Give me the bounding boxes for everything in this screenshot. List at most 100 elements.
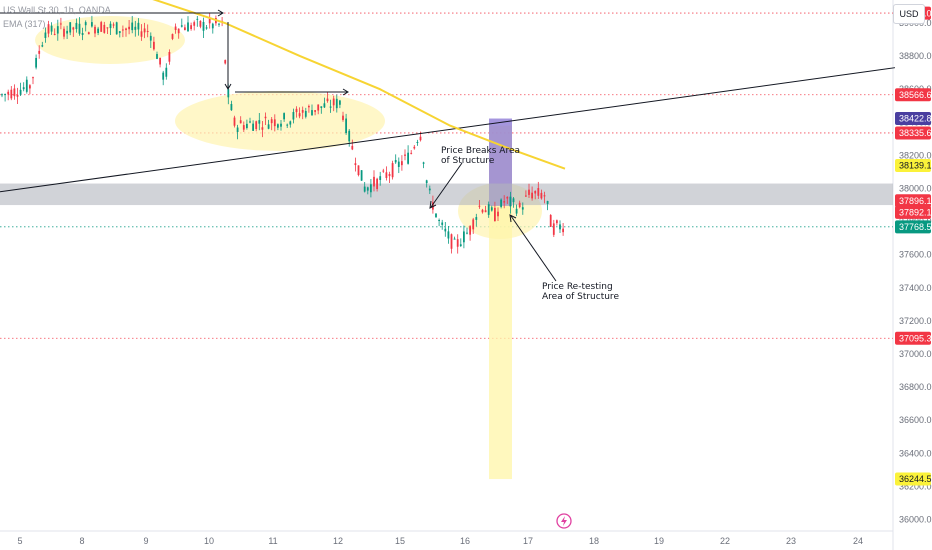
- price-tick-label: 38000.0: [899, 184, 932, 194]
- candle-body: [469, 226, 471, 235]
- candle-body: [456, 239, 459, 247]
- time-tick-label: 19: [654, 536, 664, 546]
- candle-body: [559, 224, 561, 230]
- candle-body: [329, 106, 332, 108]
- candle-body: [16, 94, 19, 97]
- time-tick-label: 15: [395, 536, 405, 546]
- candle-body: [515, 208, 518, 214]
- price-tag-label: 37896.1: [899, 196, 932, 206]
- candle-body: [308, 105, 310, 108]
- candle-body: [84, 22, 87, 26]
- candle-body: [549, 215, 552, 227]
- price-tick-label: 36800.0: [899, 382, 932, 392]
- candle-body: [438, 219, 440, 221]
- candle-body: [187, 22, 189, 32]
- candle-body: [261, 127, 264, 130]
- price-tick-label: 38200.0: [899, 150, 932, 160]
- candle-body: [497, 211, 499, 217]
- chart-annotations: Price Breaks Area of Structure Price Re-…: [441, 146, 619, 302]
- candle-body: [50, 25, 53, 32]
- candle-body: [270, 119, 273, 124]
- candle-body: [413, 146, 416, 149]
- trendline: [0, 67, 896, 193]
- candle-body: [252, 123, 254, 131]
- candle-body: [314, 110, 316, 112]
- time-tick-label: 11: [268, 536, 277, 546]
- drawing-shapes: [0, 16, 893, 480]
- candle-body: [236, 127, 239, 132]
- structure-zone: [0, 183, 893, 206]
- chart-overlays: [0, 0, 896, 282]
- candle-body: [134, 26, 137, 30]
- candle-body: [401, 161, 403, 166]
- price-tag-label: 38139.1: [899, 161, 932, 171]
- annotation-arrow: [430, 162, 463, 208]
- candle-body: [242, 125, 245, 130]
- candle-body: [224, 60, 227, 64]
- ema-label: EMA (317): [3, 19, 46, 29]
- candle-body: [280, 123, 282, 127]
- candle-body: [128, 26, 130, 30]
- candle-body: [428, 188, 431, 191]
- candle-body: [342, 115, 344, 120]
- candle-body: [525, 195, 527, 197]
- candle-body: [140, 31, 143, 37]
- candle-body: [295, 108, 298, 113]
- candle-body: [264, 116, 267, 119]
- chart-grid: [0, 0, 894, 550]
- price-tag: [895, 331, 931, 345]
- candle-body: [97, 28, 99, 33]
- price-tag: [895, 112, 931, 126]
- candle-body: [283, 113, 285, 120]
- candle-body: [463, 231, 465, 243]
- price-tag-label: 37768.5: [899, 222, 932, 232]
- candle-body: [459, 244, 462, 247]
- candle-body: [481, 209, 484, 213]
- time-axis[interactable]: 5 8 9 10 11 12 15 16 17 18 19 22 23 24: [17, 536, 863, 546]
- annotation-breaks-line-2: of Structure: [441, 156, 495, 166]
- price-tick-label: 36400.0: [899, 448, 932, 458]
- candle-body: [435, 213, 437, 218]
- candle-body: [487, 204, 490, 215]
- annotation-breaks: Price Breaks Area of Structure: [441, 146, 523, 166]
- arrow-head: [342, 88, 349, 96]
- candle-body: [106, 27, 109, 29]
- candle-body: [531, 192, 533, 199]
- time-tick-label: 12: [333, 536, 343, 546]
- candle-body: [494, 207, 496, 222]
- candle-body: [323, 103, 326, 108]
- annotation-retest: Price Re-testing Area of Structure: [542, 282, 619, 302]
- candle-body: [441, 222, 444, 225]
- candle-body: [360, 170, 363, 181]
- candle-body: [177, 28, 180, 34]
- symbol-label: US Wall St 30, 1h, OANDA: [3, 5, 111, 15]
- candle-body: [357, 165, 360, 176]
- candle-body: [339, 100, 341, 105]
- price-tag: [895, 205, 931, 219]
- candle-body: [490, 207, 493, 211]
- candle-body: [537, 188, 540, 196]
- candlestick-series: [1, 12, 564, 254]
- candle-body: [478, 205, 481, 207]
- arrow-head: [429, 200, 437, 209]
- candle-body: [196, 18, 199, 20]
- candle-body: [7, 91, 10, 95]
- price-tick-label: 36200.0: [899, 481, 932, 491]
- annotation-breaks-line-1: Price Breaks Area: [441, 146, 520, 156]
- candle-body: [165, 67, 168, 77]
- time-tick-label: 8: [79, 536, 84, 546]
- candle-body: [335, 98, 338, 109]
- flash-icon[interactable]: [556, 513, 572, 529]
- candle-body: [351, 145, 354, 150]
- annotation-retest-line-1: Price Re-testing: [542, 282, 613, 292]
- candle-body: [385, 172, 388, 178]
- candle-body: [162, 72, 165, 80]
- candle-body: [425, 180, 428, 184]
- candle-body: [363, 186, 366, 192]
- price-tag-label: 38422.8: [899, 114, 932, 124]
- currency-button[interactable]: USD: [893, 4, 925, 24]
- candle-body: [447, 231, 450, 239]
- arrow-head: [217, 9, 224, 17]
- candle-body: [125, 28, 127, 31]
